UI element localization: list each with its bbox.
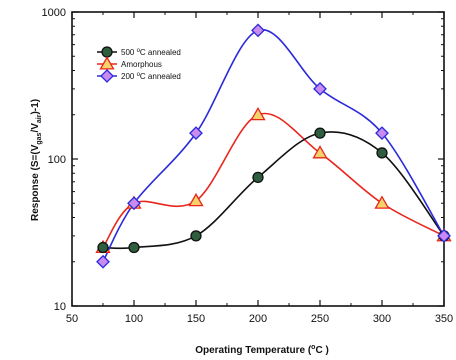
data-point-circle: [314, 127, 326, 139]
y-tick-label: 100: [48, 154, 66, 166]
data-point-diamond: [375, 126, 389, 141]
y-axis-title: Response (S=(Vgas/Vair)-1): [30, 99, 43, 221]
series-markers: [95, 23, 452, 269]
data-point-circle: [128, 241, 140, 254]
y-axis-title-sub1: gas: [36, 132, 43, 144]
x-tick-label: 350: [435, 313, 453, 325]
legend-marker-triangle: [99, 56, 115, 70]
legend-marker-circle: [101, 46, 113, 58]
data-point-diamond: [127, 196, 141, 211]
x-tick-label: 50: [66, 313, 78, 325]
tick-labels: 50 100 150 200 250 300 350 10 100 1000: [42, 7, 454, 325]
x-axis-title-post: C ): [315, 345, 328, 356]
data-point-circle: [190, 230, 202, 242]
legend-label: Amorphous: [121, 60, 162, 69]
data-point-triangle: [250, 106, 266, 121]
data-point-triangle: [312, 145, 328, 159]
x-tick-label: 250: [311, 313, 329, 325]
x-axis-title-pre: Operating Temperature (: [195, 345, 312, 356]
x-tick-label: 200: [249, 313, 267, 325]
data-point-circle: [376, 147, 388, 159]
data-point-diamond: [251, 23, 265, 38]
x-axis-title: Operating Temperature (oC ): [195, 344, 329, 356]
legend-marker-diamond: [100, 69, 114, 83]
data-point-triangle: [188, 192, 204, 207]
series-line-circle: [102, 131, 445, 250]
data-point-diamond: [96, 254, 110, 269]
data-point-diamond: [189, 126, 203, 141]
y-tick-label: 10: [54, 301, 66, 313]
y-axis-title-post: )-1): [30, 99, 41, 115]
y-axis-title-mid: /V: [30, 123, 41, 133]
y-axis-title-pre: Response (S=(V: [30, 144, 41, 221]
x-tick-label: 150: [187, 313, 205, 325]
data-point-circle: [252, 171, 264, 184]
x-axis-title-sup: o: [311, 344, 315, 351]
data-point-circle: [97, 241, 109, 254]
legend-label: 500 oC annealed: [121, 48, 181, 57]
x-tick-label: 300: [373, 313, 391, 325]
y-axis-title-sub2: air: [36, 114, 43, 123]
axis-ticks: [71, 11, 445, 307]
legend: 500 oC annealed Amorphous 200 oC annealed: [97, 46, 181, 83]
x-tick-label: 100: [125, 313, 143, 325]
y-tick-label: 1000: [42, 7, 66, 19]
data-point-diamond: [313, 81, 327, 96]
data-point-diamond: [437, 228, 451, 243]
data-point-triangle: [374, 195, 390, 209]
legend-label: 200 oC annealed: [121, 72, 181, 81]
